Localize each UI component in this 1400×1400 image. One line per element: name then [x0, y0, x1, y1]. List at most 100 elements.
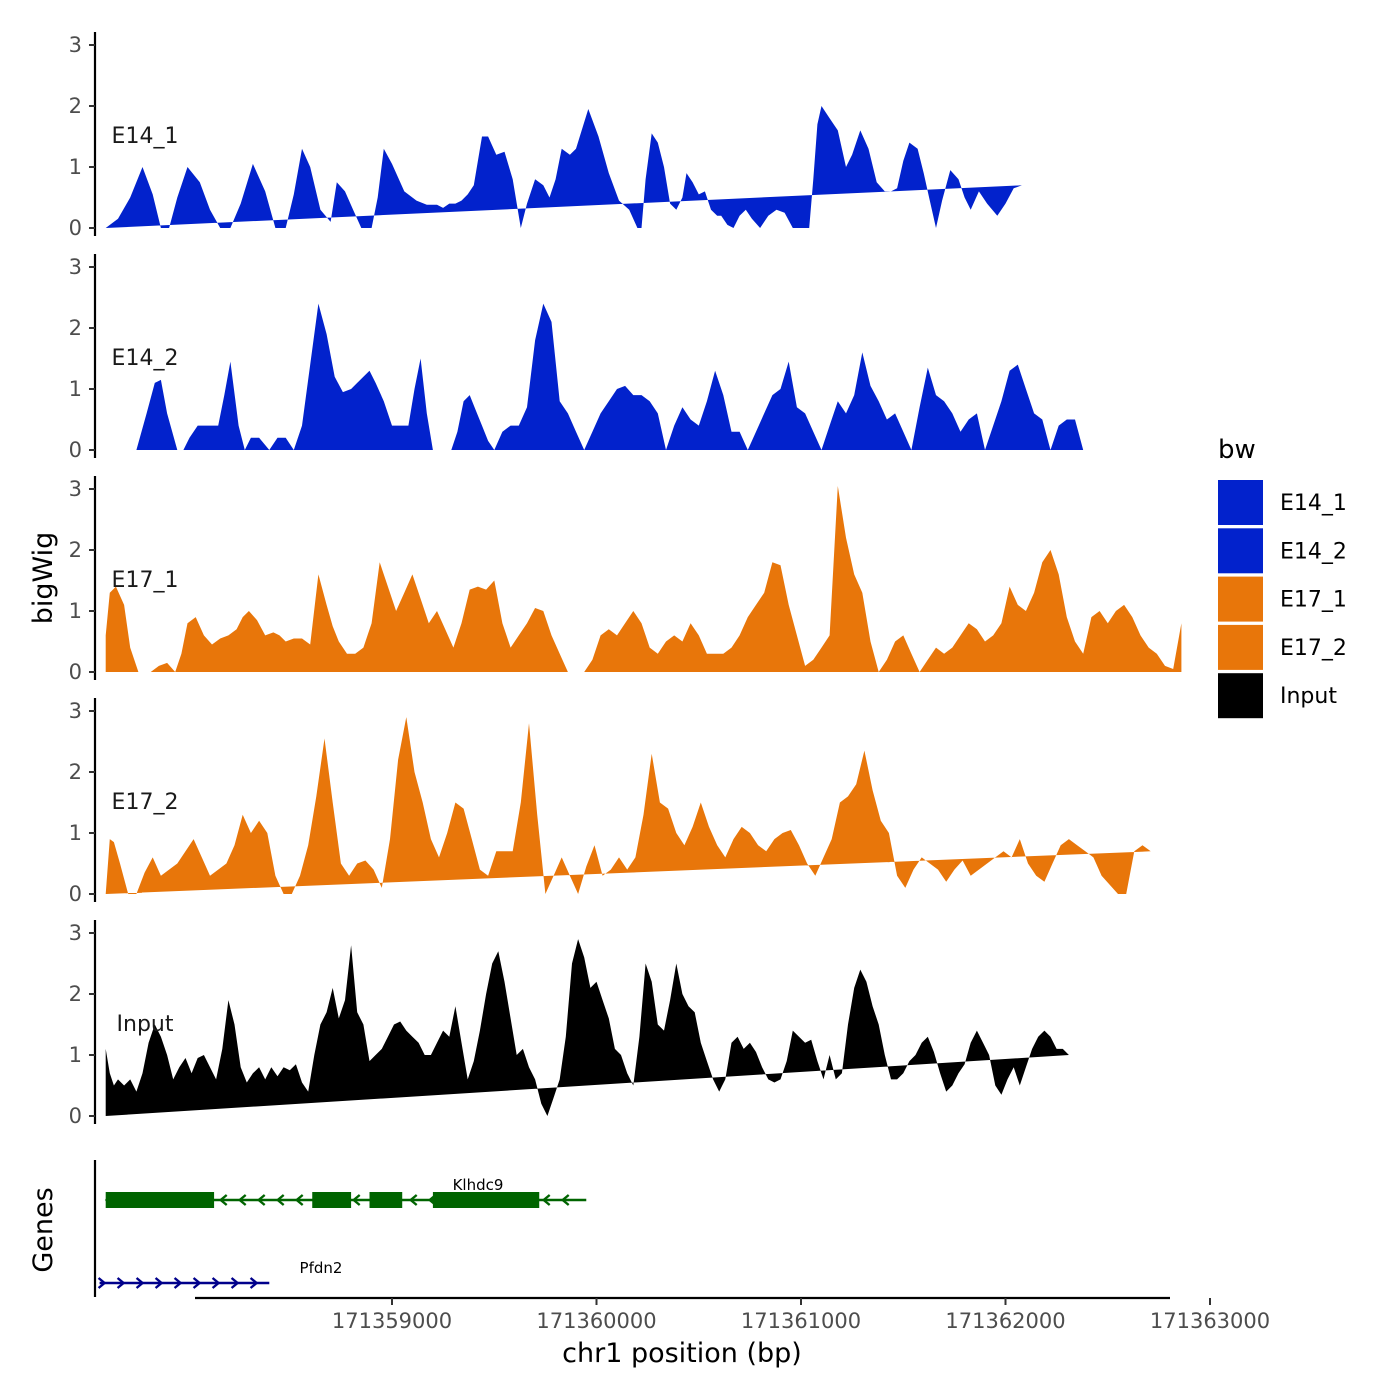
- legend-swatch: [1218, 673, 1263, 719]
- y-tick-label: 1: [69, 377, 82, 401]
- strand-chevron: [116, 1277, 126, 1289]
- y-tick-label: 3: [69, 477, 82, 501]
- track-e17-2: 0 1 2 3 E17_2: [69, 698, 1151, 906]
- track-label: Input: [117, 1012, 174, 1037]
- x-tick-label: 171361000: [741, 1309, 861, 1333]
- x-tick-label: 171362000: [945, 1309, 1065, 1333]
- strand-chevron: [218, 1194, 228, 1206]
- gene-label: Pfdn2: [300, 1259, 343, 1277]
- legend-label: E17_1: [1280, 588, 1347, 613]
- signal-area-input: [105, 939, 1069, 1116]
- y-tick-label: 0: [69, 882, 82, 906]
- y-tick-label: 0: [69, 438, 82, 462]
- legend-label: E17_2: [1280, 636, 1347, 661]
- y-tick-label: 2: [69, 94, 82, 118]
- signal-area-e14-2: [136, 303, 1084, 450]
- bigwig-tracks: 0 1 2 3 E14_1 0 1 2 3 E14_2 0 1 2 3 E17_1 0 1 2 3 E17_2 0 1 2 3…: [69, 32, 1182, 1128]
- x-axis-title: chr1 position (bp): [562, 1338, 802, 1369]
- strand-chevron: [503, 1194, 513, 1206]
- strand-chevron: [192, 1277, 202, 1289]
- strand-chevron: [161, 1194, 171, 1206]
- strand-chevron: [294, 1194, 304, 1206]
- strand-chevron: [370, 1194, 380, 1206]
- strand-chevron: [173, 1277, 183, 1289]
- gene-exon: [105, 1192, 215, 1208]
- y-tick-label: 2: [69, 982, 82, 1006]
- legend-item-e14-2: E14_2: [1218, 528, 1347, 574]
- track-input: 0 1 2 3 Input: [69, 920, 1069, 1128]
- strand-chevron: [211, 1277, 221, 1289]
- y-tick-label: 0: [69, 216, 82, 240]
- y-tick-label: 1: [69, 821, 82, 845]
- track-label: E14_1: [112, 124, 179, 149]
- strand-chevron: [275, 1194, 285, 1206]
- y-tick-label: 0: [69, 660, 82, 684]
- gene-klhdc9: Klhdc9: [104, 1176, 587, 1208]
- strand-chevron: [522, 1194, 532, 1206]
- legend-title: bw: [1218, 435, 1256, 465]
- y-tick-label: 2: [69, 538, 82, 562]
- y-axis-title: bigWig: [28, 532, 59, 625]
- strand-chevron: [199, 1194, 209, 1206]
- strand-chevron: [332, 1194, 342, 1206]
- legend-swatch: [1218, 480, 1263, 525]
- signal-area-e17-1: [105, 486, 1182, 672]
- y-tick-label: 3: [69, 699, 82, 723]
- legend-label: E14_1: [1280, 491, 1347, 516]
- strand-chevron: [389, 1194, 399, 1206]
- legend-item-input: Input: [1218, 673, 1337, 719]
- gene-track: Klhdc9 Pfdn2: [93, 1160, 587, 1297]
- strand-chevron: [104, 1194, 114, 1206]
- signal-area-e14-1: [105, 106, 1022, 228]
- legend-swatch: [1218, 576, 1263, 622]
- track-label: E17_1: [112, 568, 179, 593]
- legend-swatch: [1218, 624, 1263, 670]
- y-tick-label: 1: [69, 1043, 82, 1067]
- strand-chevron: [180, 1194, 190, 1206]
- legend-label: E14_2: [1280, 539, 1347, 564]
- x-axis: 171359000 171360000 171361000 171362000 1713…: [195, 1296, 1270, 1333]
- track-label: E14_2: [112, 346, 179, 371]
- y-tick-label: 0: [69, 1104, 82, 1128]
- genes-axis-title: Genes: [28, 1187, 59, 1272]
- y-tick-label: 1: [69, 155, 82, 179]
- gene-exon: [312, 1192, 352, 1208]
- legend-label: Input: [1280, 684, 1337, 709]
- y-tick-label: 2: [69, 316, 82, 340]
- x-tick-label: 171359000: [332, 1309, 452, 1333]
- track-e14-2: 0 1 2 3 E14_2: [69, 254, 1084, 462]
- track-label: E17_2: [112, 790, 179, 815]
- strand-chevron: [97, 1277, 107, 1289]
- strand-chevron: [465, 1194, 475, 1206]
- strand-chevron: [154, 1277, 164, 1289]
- y-tick-label: 3: [69, 33, 82, 57]
- signal-area-e17-2: [105, 717, 1151, 894]
- strand-chevron: [237, 1194, 247, 1206]
- strand-chevron: [408, 1194, 418, 1206]
- strand-chevron: [484, 1194, 494, 1206]
- y-tick-label: 2: [69, 760, 82, 784]
- strand-chevron: [541, 1194, 551, 1206]
- gene-label: Klhdc9: [453, 1176, 504, 1194]
- strand-chevron: [135, 1277, 145, 1289]
- gene-pfdn2: Pfdn2: [97, 1259, 343, 1289]
- legend-item-e14-1: E14_1: [1218, 480, 1347, 525]
- strand-chevron: [560, 1194, 570, 1206]
- x-tick-label: 171360000: [536, 1309, 656, 1333]
- legend-item-e17-2: E17_2: [1218, 624, 1347, 670]
- strand-chevron: [256, 1194, 266, 1206]
- legend-swatch: [1218, 528, 1263, 574]
- strand-chevron: [446, 1194, 456, 1206]
- strand-chevron: [230, 1277, 240, 1289]
- legend: bw E14_1 E14_2 E17_1 E17_2 Input: [1218, 435, 1347, 719]
- x-tick-label: 171363000: [1150, 1309, 1270, 1333]
- y-tick-label: 3: [69, 255, 82, 279]
- strand-chevron: [123, 1194, 133, 1206]
- strand-chevron: [427, 1194, 437, 1206]
- legend-item-e17-1: E17_1: [1218, 576, 1347, 622]
- track-e14-1: 0 1 2 3 E14_1: [69, 32, 1022, 240]
- strand-chevron: [142, 1194, 152, 1206]
- strand-chevron: [249, 1277, 259, 1289]
- strand-chevron: [351, 1194, 361, 1206]
